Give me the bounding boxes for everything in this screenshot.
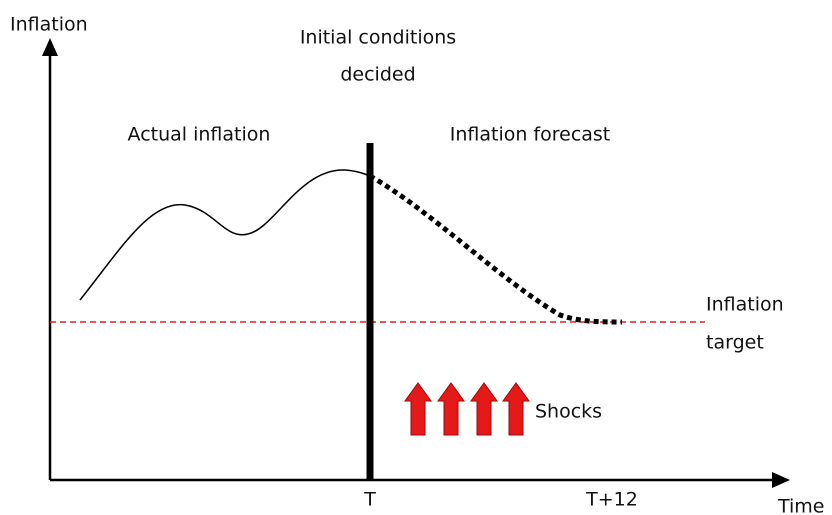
x-tick-label: T+12 bbox=[585, 489, 638, 511]
y-axis-arrow bbox=[42, 38, 58, 56]
annotation: target bbox=[706, 332, 764, 354]
shock-arrow bbox=[470, 382, 498, 436]
annotation: Inflation forecast bbox=[450, 124, 611, 146]
x-axis-arrow bbox=[772, 472, 790, 488]
shock-arrow bbox=[502, 382, 530, 436]
shock-arrow bbox=[404, 382, 432, 436]
x-axis-label: Time bbox=[777, 496, 825, 515]
shock-arrow bbox=[437, 382, 465, 436]
y-axis-label: Inflation bbox=[10, 14, 88, 36]
forecast-curve bbox=[368, 173, 623, 325]
annotation: Inflation bbox=[706, 294, 784, 316]
annotation: Actual inflation bbox=[128, 124, 271, 146]
annotation: Initial conditions bbox=[300, 27, 456, 49]
annotation: Shocks bbox=[535, 401, 602, 423]
annotation: decided bbox=[340, 64, 415, 86]
x-tick-label: T bbox=[363, 489, 376, 511]
actual-curve bbox=[79, 169, 371, 301]
